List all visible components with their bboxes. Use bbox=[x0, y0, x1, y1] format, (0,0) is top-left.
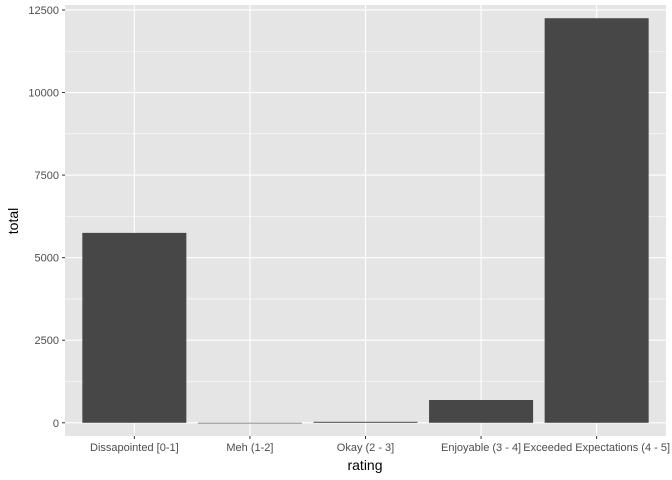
bar bbox=[82, 232, 187, 423]
x-axis: Dissapointed [0-1] Meh (1-2] Okay (2 - 3] E… bbox=[90, 436, 670, 454]
y-axis: 0 2500 5000 7500 10000 12500 bbox=[28, 5, 65, 430]
x-tick-label: Dissapointed [0-1] bbox=[90, 442, 179, 454]
y-tick-label: 2500 bbox=[35, 335, 59, 347]
bar bbox=[313, 421, 418, 423]
y-tick-label: 10000 bbox=[28, 88, 59, 100]
bars bbox=[82, 18, 649, 424]
x-tick-label: Exceeded Expectations (4 - 5] bbox=[523, 442, 670, 454]
x-axis-title: rating bbox=[347, 457, 382, 473]
x-tick-label: Okay (2 - 3] bbox=[337, 442, 394, 454]
y-tick-label: 0 bbox=[53, 418, 59, 430]
x-tick-label: Enjoyable (3 - 4] bbox=[441, 442, 521, 454]
x-tick-label: Meh (1-2] bbox=[226, 442, 273, 454]
bar bbox=[544, 18, 649, 423]
y-tick-label: 12500 bbox=[28, 5, 59, 17]
y-tick-label: 5000 bbox=[35, 253, 59, 265]
bar bbox=[429, 400, 534, 423]
y-axis-title: total bbox=[5, 208, 21, 234]
y-tick-label: 7500 bbox=[35, 170, 59, 182]
bar bbox=[197, 422, 302, 424]
